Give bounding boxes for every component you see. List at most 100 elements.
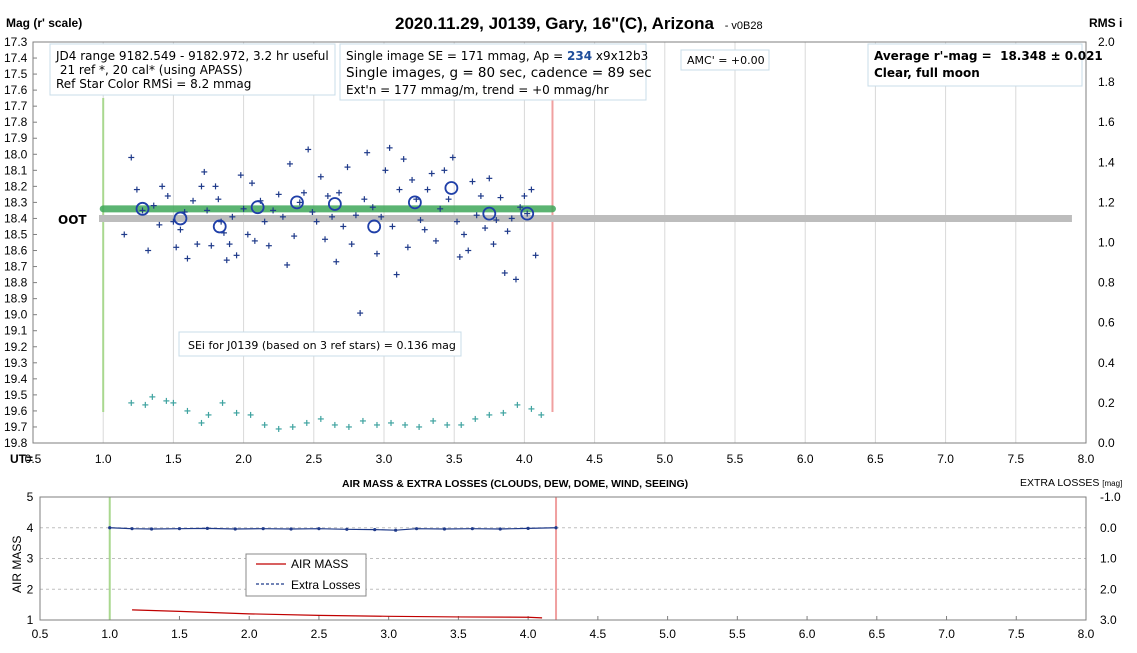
rms-point bbox=[275, 425, 282, 432]
single-image-point bbox=[482, 225, 489, 232]
single-image-point bbox=[317, 173, 324, 180]
bottom-y-tick-label: 3 bbox=[27, 552, 34, 566]
single-image-point bbox=[528, 186, 535, 193]
single-image-point bbox=[378, 213, 385, 220]
y-tick-label: 19.6 bbox=[4, 404, 28, 418]
single-image-point bbox=[226, 241, 233, 248]
extra-losses-point bbox=[205, 526, 209, 530]
x-tick-label: 1.0 bbox=[95, 452, 112, 466]
sei-box: SEi for J0139 (based on 3 ref stars) = 0… bbox=[178, 331, 462, 357]
single-image-point bbox=[233, 252, 240, 259]
extra-losses-point bbox=[498, 527, 502, 531]
y-tick-label: 18.6 bbox=[4, 244, 28, 258]
bottom-y-right-tick-labels: 3.0 2.0 1.0 0.0 -1.0 bbox=[1100, 490, 1121, 627]
single-image-point bbox=[445, 196, 452, 203]
y-right-tick-label: 0.2 bbox=[1098, 396, 1115, 410]
y-tick-label: 19.1 bbox=[4, 324, 28, 338]
single-image-point bbox=[424, 186, 431, 193]
amc-text: AMC' = +0.00 bbox=[687, 54, 765, 67]
bottom-x-tick-label: 6.5 bbox=[868, 627, 885, 641]
legend-extra-losses: Extra Losses bbox=[291, 578, 360, 592]
single-image-point bbox=[159, 183, 166, 190]
y-tick-label: 17.7 bbox=[4, 99, 28, 113]
single-image-point bbox=[454, 218, 461, 225]
rms-point bbox=[128, 399, 135, 406]
extra-losses-point bbox=[149, 527, 154, 531]
y-right-tick-label: 0.8 bbox=[1098, 276, 1115, 290]
single-image-point bbox=[501, 269, 508, 276]
y-right-tick-label: 1.2 bbox=[1098, 195, 1115, 209]
rms-point bbox=[170, 399, 177, 406]
bottom-plot-grid bbox=[39, 496, 1087, 621]
title-main: 2020.11.29, J0139, Gary, 16"(C), Arizona bbox=[395, 14, 715, 33]
single-image-point bbox=[389, 223, 396, 230]
extra-losses-line bbox=[109, 527, 557, 531]
extra-losses-point bbox=[233, 527, 237, 531]
bottom-x-tick-labels: 0.5 1.0 1.5 2.0 2.5 3.0 3.5 4.0 4.5 5.0 5.5 6.0 6.5 7… bbox=[32, 627, 1095, 641]
y-tick-label: 17.4 bbox=[4, 51, 28, 65]
se-info-box: Single image SE = 171 mmag, Ap = 234 x9x… bbox=[339, 43, 652, 101]
y-tick-label: 17.5 bbox=[4, 67, 28, 81]
y-tick-label: 18.8 bbox=[4, 276, 28, 290]
single-image-point bbox=[393, 271, 400, 278]
y-tick-label: 18.2 bbox=[4, 179, 28, 193]
rms-points bbox=[128, 393, 545, 432]
single-image-point bbox=[432, 237, 439, 244]
y-right-tick-label: 1.6 bbox=[1098, 115, 1115, 129]
jd-line-1: JD4 range 9182.549 - 9182.972, 3.2 hr us… bbox=[55, 49, 329, 63]
se-line-2: Single images, g = 80 sec, cadence = 89 … bbox=[346, 65, 652, 81]
x-tick-label: 3.5 bbox=[446, 452, 463, 466]
single-image-point bbox=[194, 241, 201, 248]
extra-losses-point bbox=[289, 527, 293, 531]
single-image-point bbox=[173, 244, 180, 251]
single-image-point bbox=[400, 156, 407, 163]
x-tick-label: 2.5 bbox=[305, 452, 322, 466]
extra-losses-point bbox=[108, 526, 112, 530]
single-image-point bbox=[275, 191, 282, 198]
x-tick-label: 1.5 bbox=[165, 452, 182, 466]
binned-average-circles bbox=[135, 181, 535, 234]
single-image-point bbox=[512, 276, 519, 283]
single-image-point bbox=[204, 207, 211, 214]
y-right-tick-label: 1.0 bbox=[1098, 236, 1115, 250]
single-image-point bbox=[409, 176, 416, 183]
y-tick-label: 17.8 bbox=[4, 115, 28, 129]
single-image-point bbox=[139, 207, 146, 214]
bottom-y-right-tick-label: 0.0 bbox=[1100, 521, 1117, 535]
rms-point bbox=[219, 399, 226, 406]
single-image-point bbox=[240, 205, 247, 212]
single-image-point bbox=[477, 192, 484, 199]
rms-point bbox=[500, 409, 507, 416]
extra-losses-point bbox=[554, 526, 558, 530]
x-axis-label: UT= bbox=[10, 452, 33, 466]
rms-point bbox=[402, 421, 409, 428]
extra-losses-point bbox=[394, 528, 398, 532]
single-image-point bbox=[150, 202, 157, 209]
single-image-point bbox=[190, 197, 197, 204]
single-image-point bbox=[215, 196, 222, 203]
bottom-x-tick-label: 3.0 bbox=[380, 627, 397, 641]
single-image-point bbox=[437, 205, 444, 212]
single-image-point bbox=[490, 241, 497, 248]
x-tick-label: 3.0 bbox=[376, 452, 393, 466]
single-image-point bbox=[521, 192, 528, 199]
binned-average-point bbox=[173, 211, 188, 226]
single-image-point bbox=[524, 210, 531, 217]
rms-point bbox=[486, 411, 493, 418]
single-image-point bbox=[128, 154, 135, 161]
y-tick-label: 18.5 bbox=[4, 227, 28, 241]
single-image-point bbox=[156, 221, 163, 228]
binned-average-point bbox=[212, 219, 227, 234]
single-image-point bbox=[504, 228, 511, 235]
y-tick-label: 19.3 bbox=[4, 356, 28, 370]
single-image-point bbox=[382, 167, 389, 174]
legend-airmass: AIR MASS bbox=[291, 557, 348, 571]
bottom-y-right-tick-label: 3.0 bbox=[1100, 613, 1117, 627]
rms-point bbox=[331, 421, 338, 428]
rms-point bbox=[359, 417, 366, 424]
y-tick-label: 19.5 bbox=[4, 388, 28, 402]
y-right-tick-label: 1.8 bbox=[1098, 75, 1115, 89]
single-image-point bbox=[336, 189, 343, 196]
y-tick-label: 18.4 bbox=[4, 211, 28, 225]
bottom-x-tick-label: 0.5 bbox=[32, 627, 49, 641]
